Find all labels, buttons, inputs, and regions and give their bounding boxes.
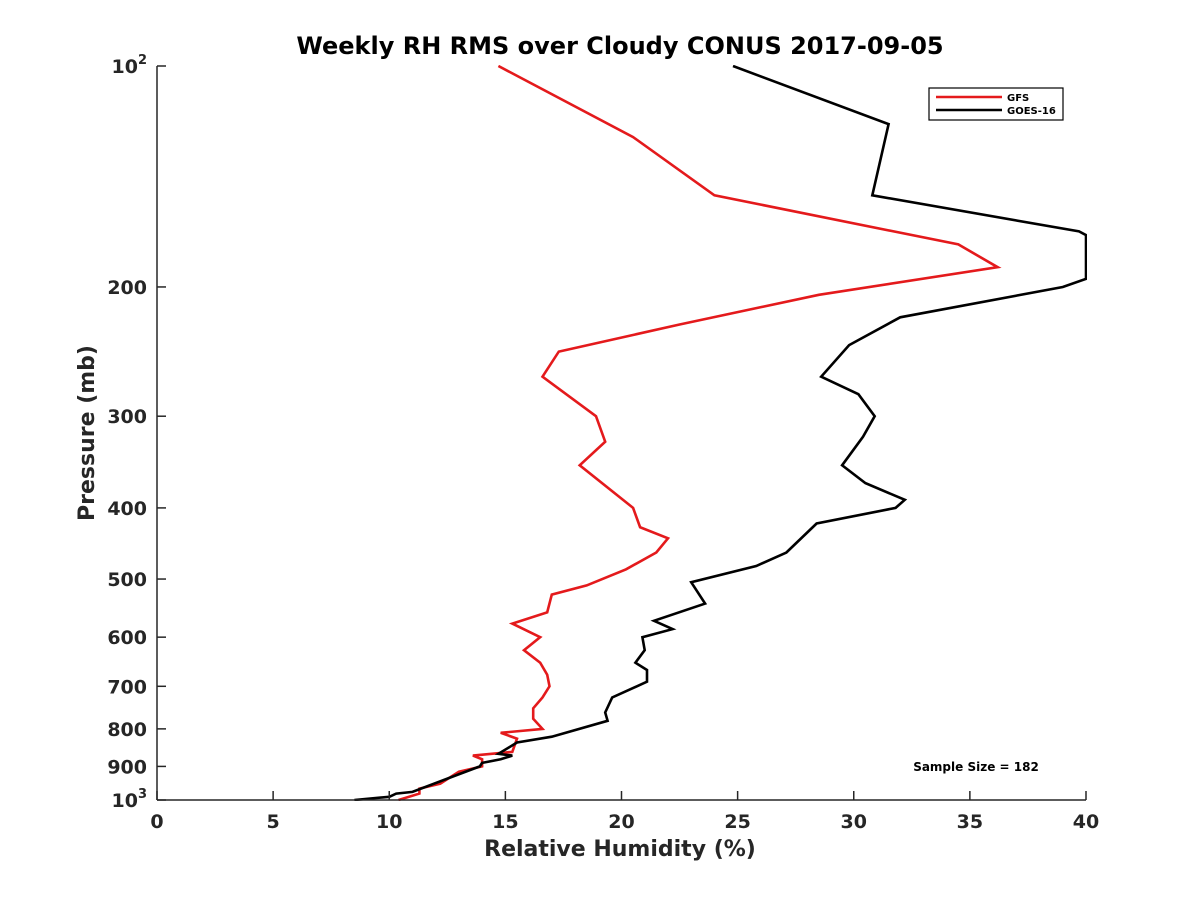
y-tick-label: 600	[107, 627, 147, 649]
legend-label-gfs: GFS	[1007, 93, 1029, 104]
x-tick-label: 25	[724, 811, 750, 833]
x-tick-label: 0	[150, 811, 163, 833]
x-tick-label: 10	[376, 811, 402, 833]
y-axis-label: Pressure (mb)	[75, 345, 100, 521]
series-line-gfs	[398, 65, 1002, 801]
sample-size-annotation: Sample Size = 182	[913, 760, 1039, 774]
y-tick-label: 400	[107, 498, 147, 520]
x-tick-label: 5	[267, 811, 280, 833]
y-tick-label: 500	[107, 569, 147, 591]
y-tick-label: 700	[107, 676, 147, 698]
y-tick-label: 200	[107, 277, 147, 299]
x-tick-label: 30	[841, 811, 867, 833]
x-tick-label: 20	[608, 811, 634, 833]
legend-label-goes16: GOES-16	[1007, 106, 1056, 117]
chart-title: Weekly RH RMS over Cloudy CONUS 2017-09-…	[296, 32, 943, 60]
y-tick-label: 102	[112, 53, 148, 78]
x-axis-label: Relative Humidity (%)	[484, 837, 756, 862]
y-tick-label: 900	[107, 756, 147, 778]
y-tick-label: 300	[107, 406, 147, 428]
y-tick-label: 800	[107, 719, 147, 741]
y-tick-label: 103	[112, 787, 148, 812]
x-tick-label: 40	[1073, 811, 1099, 833]
legend-box	[928, 87, 1064, 121]
x-tick-label: 15	[492, 811, 518, 833]
legend: GFS GOES-16	[928, 87, 1064, 121]
plot-area: 0 5 10 15 20 25 30 35 40 102 200 300 400 500 600 700 800…	[107, 53, 1099, 833]
x-tick-label: 35	[957, 811, 983, 833]
series-line-goes16	[354, 65, 1087, 801]
